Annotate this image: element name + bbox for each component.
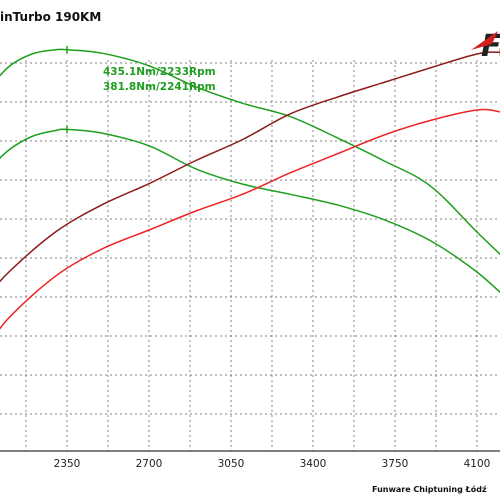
logo-swoosh: [471, 31, 498, 50]
x-tick-label: 4100: [464, 458, 491, 470]
series-torque-tuned: [0, 51, 500, 283]
annotation-peak-1: 435.1Nm/2233Rpm: [103, 66, 216, 78]
x-tick-label: 3750: [382, 458, 409, 470]
series-power-tuned: [0, 48, 500, 256]
x-tick-labels: 2350 2700 3050 3400 3750 4100: [54, 458, 491, 470]
chart-title: inTurbo 190KM: [0, 10, 101, 24]
series-power-stock: [0, 128, 500, 294]
annotation-peak-2: 381.8Nm/2241Rpm: [103, 81, 216, 93]
grid-lines: [0, 60, 500, 451]
x-tick-label: 3050: [218, 458, 245, 470]
footer-credit: Funware Chiptuning Łódź: [372, 484, 487, 494]
x-tick-label: 3400: [300, 458, 327, 470]
series-layer: [0, 45, 500, 330]
x-tick-label: 2700: [136, 458, 163, 470]
brand-logo: F: [471, 29, 500, 64]
x-tick-label: 2350: [54, 458, 81, 470]
series-torque-stock: [0, 108, 500, 330]
logo-letter: F: [481, 29, 500, 64]
